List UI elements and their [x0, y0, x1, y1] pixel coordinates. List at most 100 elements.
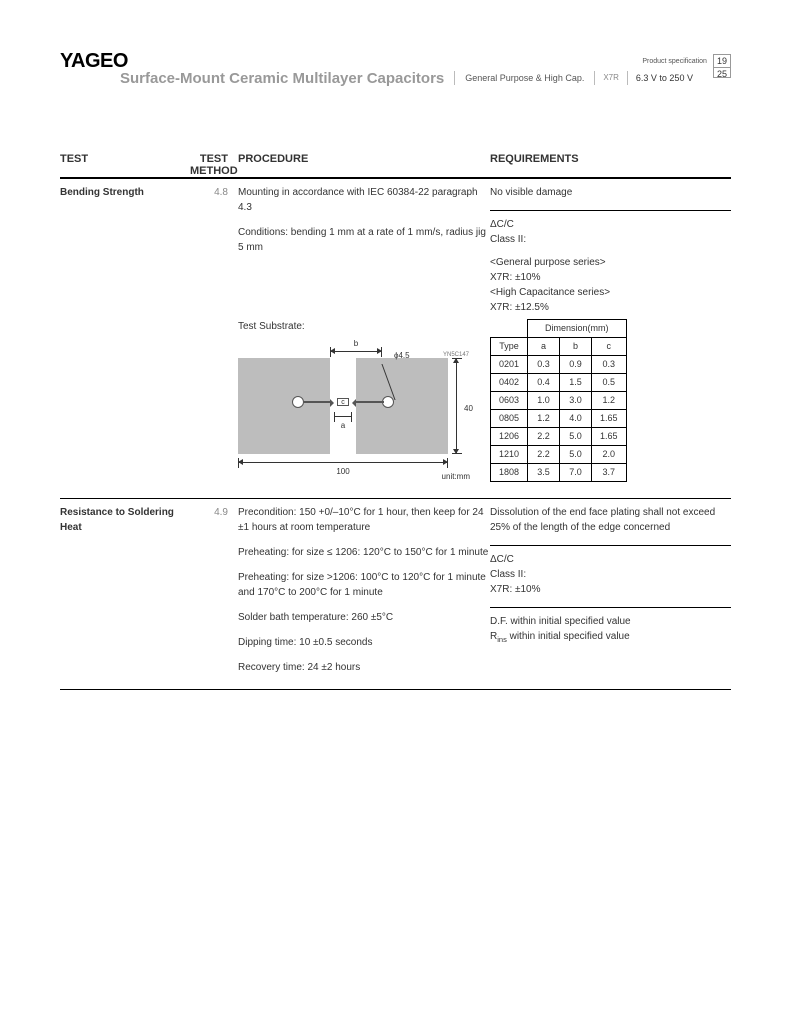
dim-width: 100	[238, 458, 448, 468]
col-header-test: TEST	[60, 153, 190, 177]
dim-cell: 2.2	[528, 428, 560, 446]
procedure-text: Preheating: for size ≤ 1206: 120°C to 15…	[238, 545, 490, 560]
dim-height: 40	[452, 358, 462, 454]
procedure-text: Solder bath temperature: 260 ±5°C	[238, 610, 490, 625]
dim-cell: 0.3	[528, 356, 560, 374]
dim-table-header: Dimension(mm)	[528, 320, 627, 338]
dimension-table: Dimension(mm) Type a b c 02010.30.90.3 0…	[490, 319, 627, 482]
req-text: Class II:	[490, 567, 731, 582]
dim-cell: 5.0	[560, 446, 592, 464]
dim-a-label: a	[334, 418, 352, 433]
req-text: Rins within initial specified value	[490, 629, 731, 647]
dim-cell: 1.5	[560, 374, 592, 392]
requirements-cell: Dissolution of the end face plating shal…	[490, 505, 731, 675]
dim-col: Type	[491, 338, 528, 356]
col-header-procedure: PROCEDURE	[238, 153, 490, 177]
req-text: ΔC/C	[490, 217, 731, 232]
trace-right	[356, 401, 384, 403]
table-row: Bending Strength 4.8 Mounting in accorda…	[60, 179, 731, 499]
trace-end-left	[330, 399, 334, 407]
req-text: X7R: ±10%	[490, 582, 731, 597]
dim-cell: 0.3	[592, 356, 627, 374]
dim-height-label: 40	[464, 401, 473, 416]
procedure-text: Test Substrate:	[238, 319, 490, 334]
procedure-cell: Mounting in accordance with IEC 60384-22…	[238, 185, 490, 484]
center-c-label: c	[337, 398, 349, 406]
dim-cell: 1808	[491, 464, 528, 482]
product-spec-label: Product specification	[642, 58, 707, 65]
req-text: ΔC/C	[490, 552, 731, 567]
dim-b: b	[330, 347, 382, 357]
req-separator	[490, 545, 731, 546]
page-header: YAGEO Surface-Mount Ceramic Multilayer C…	[60, 50, 731, 98]
test-method: 4.8	[190, 185, 238, 484]
dim-cell: 1.2	[592, 392, 627, 410]
req-separator	[490, 210, 731, 211]
page-total: 25	[714, 68, 730, 80]
dim-cell: 0201	[491, 356, 528, 374]
spec-table: TEST TEST METHOD PROCEDURE REQUIREMENTS …	[60, 153, 731, 690]
procedure-text: Dipping time: 10 ±0.5 seconds	[238, 635, 490, 650]
req-text: D.F. within initial specified value	[490, 614, 731, 629]
procedure-text: Mounting in accordance with IEC 60384-22…	[238, 185, 490, 215]
dim-cell: 0.9	[560, 356, 592, 374]
spec-table-header: TEST TEST METHOD PROCEDURE REQUIREMENTS	[60, 153, 731, 179]
dim-cell: 2.2	[528, 446, 560, 464]
procedure-cell: Precondition: 150 +0/–10°C for 1 hour, t…	[238, 505, 490, 675]
procedure-text: Preheating: for size >1206: 100°C to 120…	[238, 570, 490, 600]
unit-label: unit:mm	[442, 469, 470, 484]
req-text: Dissolution of the end face plating shal…	[490, 505, 731, 535]
dim-cell: 0402	[491, 374, 528, 392]
page-current: 19	[714, 55, 730, 68]
trace-left	[304, 401, 332, 403]
col-header-requirements: REQUIREMENTS	[490, 153, 731, 177]
procedure-text: Conditions: bending 1 mm at a rate of 1 …	[238, 225, 490, 255]
procedure-text: Recovery time: 24 ±2 hours	[238, 660, 490, 675]
test-name: Bending Strength	[60, 185, 190, 484]
dim-cell: 5.0	[560, 428, 592, 446]
req-text: <General purpose series>	[490, 255, 731, 270]
dim-cell: 7.0	[560, 464, 592, 482]
dim-b-label: b	[330, 336, 382, 351]
dim-cell: 3.5	[528, 464, 560, 482]
dim-cell: 4.0	[560, 410, 592, 428]
req-text: Class II:	[490, 232, 731, 247]
test-method: 4.9	[190, 505, 238, 675]
dim-col: b	[560, 338, 592, 356]
doc-subtitle: General Purpose & High Cap.	[454, 71, 595, 85]
dim-cell: 2.0	[592, 446, 627, 464]
dim-cell: 3.0	[560, 392, 592, 410]
test-substrate-diagram: c b ϕ4.5 YN5C147 a	[238, 344, 470, 484]
dim-cell: 3.7	[592, 464, 627, 482]
dim-a: a	[334, 412, 352, 422]
col-header-method: TEST METHOD	[190, 153, 238, 177]
pad-left-icon	[292, 396, 304, 408]
procedure-text: Precondition: 150 +0/–10°C for 1 hour, t…	[238, 505, 490, 535]
dim-cell: 0.5	[592, 374, 627, 392]
requirements-cell: No visible damage ΔC/C Class II: <Genera…	[490, 185, 731, 484]
phi-label: ϕ4.5	[394, 348, 410, 363]
doc-title: Surface-Mount Ceramic Multilayer Capacit…	[120, 70, 454, 87]
dim-cell: 1.2	[528, 410, 560, 428]
table-row: Resistance to Soldering Heat 4.9 Precond…	[60, 499, 731, 690]
dim-cell: 1.65	[592, 410, 627, 428]
req-text: No visible damage	[490, 185, 731, 200]
dim-cell: 1206	[491, 428, 528, 446]
req-text: X7R: ±10%	[490, 270, 731, 285]
header-right: Product specification 19 25	[642, 54, 731, 78]
title-bar: Surface-Mount Ceramic Multilayer Capacit…	[120, 68, 701, 88]
req-separator	[490, 607, 731, 608]
req-text: <High Capacitance series>	[490, 285, 731, 300]
dim-cell: 1.65	[592, 428, 627, 446]
req-text: X7R: ±12.5%	[490, 300, 731, 315]
dim-cell: 0.4	[528, 374, 560, 392]
trace-end-right	[352, 399, 356, 407]
dim-cell: 1210	[491, 446, 528, 464]
dim-col: c	[592, 338, 627, 356]
page-number-box: 19 25	[713, 54, 731, 78]
dim-col: a	[528, 338, 560, 356]
dim-cell: 0603	[491, 392, 528, 410]
dim-width-label: 100	[238, 464, 448, 479]
dielectric-label: X7R	[595, 71, 628, 85]
dim-cell: 0805	[491, 410, 528, 428]
